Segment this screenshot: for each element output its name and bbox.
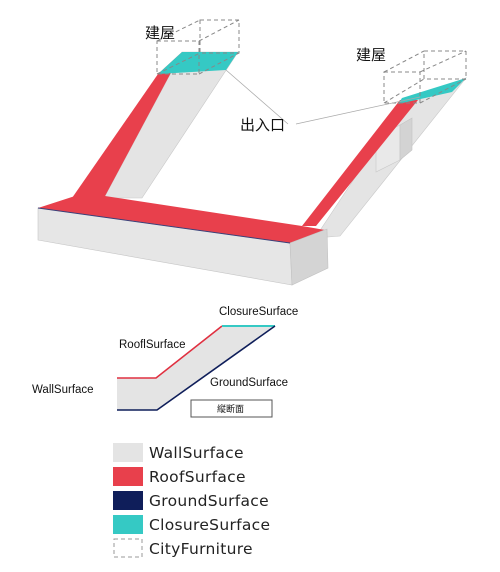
section-roof-label: RooflSurface (119, 339, 185, 351)
section-ground-line (117, 325, 276, 411)
section-roof-line (117, 325, 223, 379)
legend-label-ground: GroundSurface (149, 492, 269, 510)
section-ground-label: GroundSurface (210, 377, 288, 389)
legend-item-closure: ClosureSurface (113, 515, 270, 534)
legend-item-roof: RoofSurface (113, 467, 246, 486)
entrance-leader-right (295, 96, 421, 125)
legend-label-roof: RoofSurface (149, 468, 246, 486)
left-building-label: 建屋 (145, 24, 175, 42)
right-closure-surface (398, 78, 466, 104)
section-caption-box (190, 399, 273, 418)
left-ramp-roof (72, 52, 182, 198)
legend-swatch-closure (113, 515, 143, 534)
legend-label-closure: ClosureSurface (149, 516, 270, 534)
left-closure-surface (158, 52, 238, 74)
legend: WallSurface RoofSurface GroundSurface Cl… (113, 443, 270, 558)
right-step-side (399, 117, 413, 161)
left-building-dashed-box (156, 19, 240, 75)
longitudinal-section: ClosureSurface RooflSurface WallSurface … (32, 306, 298, 418)
right-building-dashed-box (383, 50, 467, 104)
passage-3d-model: 建屋 建屋 出入口 (37, 19, 467, 286)
right-ramp-roof (302, 100, 418, 226)
section-caption: 縦断面 (217, 403, 244, 415)
legend-item-cityfurniture: CityFurniture (113, 538, 253, 558)
legend-item-ground: GroundSurface (113, 491, 269, 510)
section-body (117, 326, 275, 410)
legend-item-wall: WallSurface (113, 443, 244, 462)
main-block-roof (38, 196, 325, 243)
section-wall-label: WallSurface (32, 384, 94, 396)
legend-swatch-wall (113, 443, 143, 462)
legend-label-cityfurniture: CityFurniture (149, 540, 253, 558)
legend-swatch-cityfurniture (113, 538, 143, 558)
section-closure-label: ClosureSurface (219, 306, 298, 318)
entrance-label: 出入口 (240, 116, 285, 134)
legend-label-wall: WallSurface (149, 444, 244, 462)
legend-swatch-roof (113, 467, 143, 486)
legend-swatch-ground (113, 491, 143, 510)
main-block-edge (37, 207, 291, 244)
main-block-end-face (289, 228, 329, 286)
right-building-label: 建屋 (356, 46, 386, 64)
entrance-leader-left (225, 69, 289, 125)
